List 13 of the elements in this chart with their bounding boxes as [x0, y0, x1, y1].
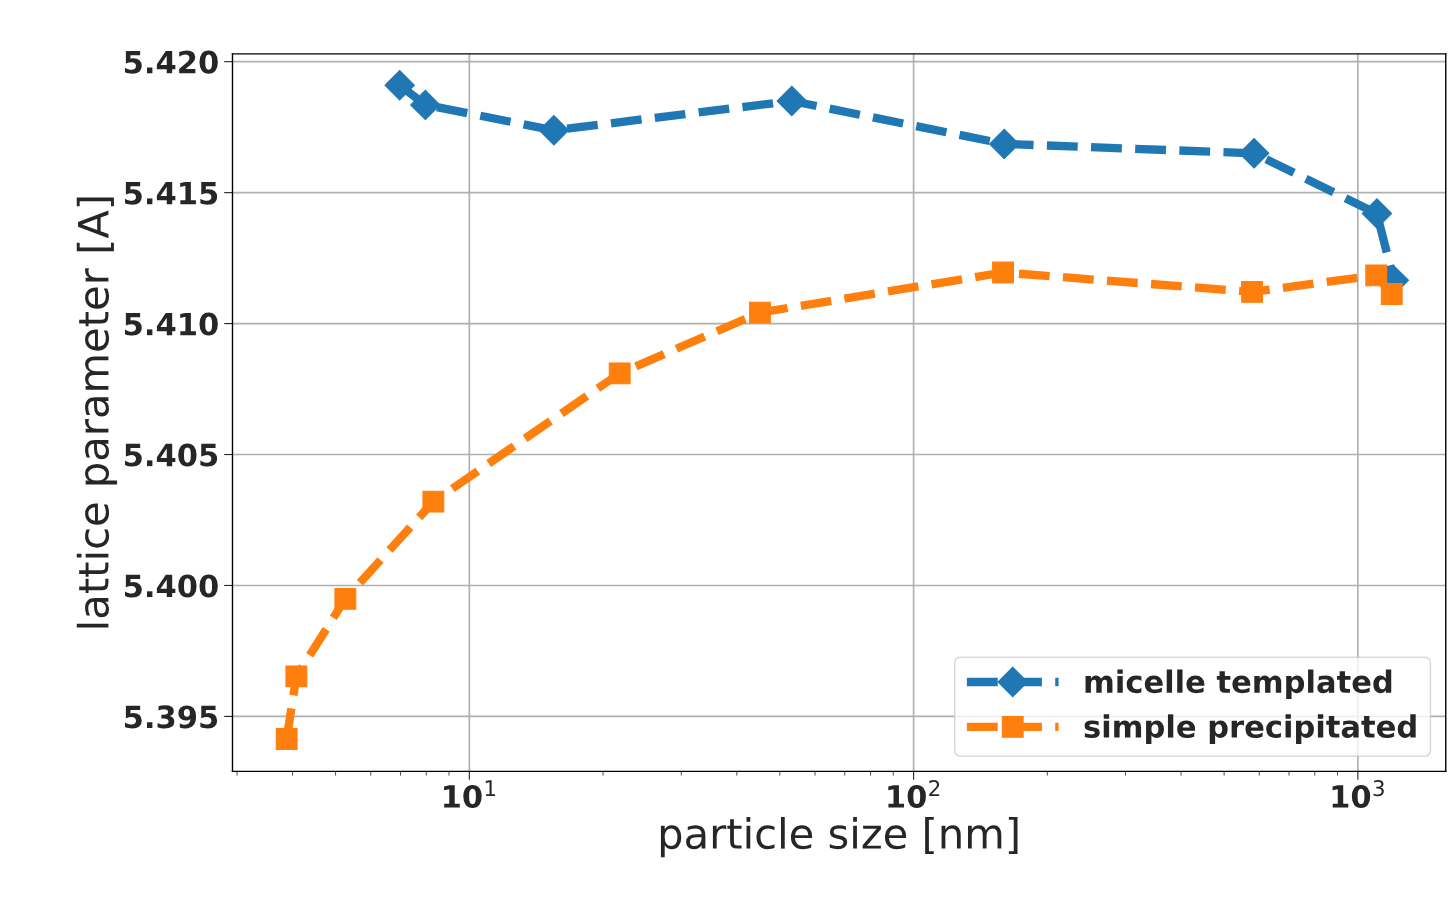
x-axis-title: particle size [nm] [660, 816, 1018, 858]
y-tick-label: 5.400 [125, 574, 218, 598]
x-tick-label: 10$^{2}$ [888, 780, 940, 809]
y-tick-label: 5.415 [125, 181, 218, 205]
legend-label: simple precipitated [1084, 714, 1416, 744]
x-tick-label: 10$^{3}$ [1332, 780, 1384, 809]
y-tick-label: 5.405 [125, 443, 218, 467]
y-tick-label: 5.420 [125, 50, 218, 74]
x-tick-label: 10$^{1}$ [444, 780, 496, 809]
y-tick-label: 5.410 [125, 312, 218, 336]
y-axis-title: lattice parameter [A] [76, 197, 118, 628]
y-tick-label: 5.395 [125, 705, 218, 729]
legend-label: micelle templated [1085, 669, 1392, 700]
